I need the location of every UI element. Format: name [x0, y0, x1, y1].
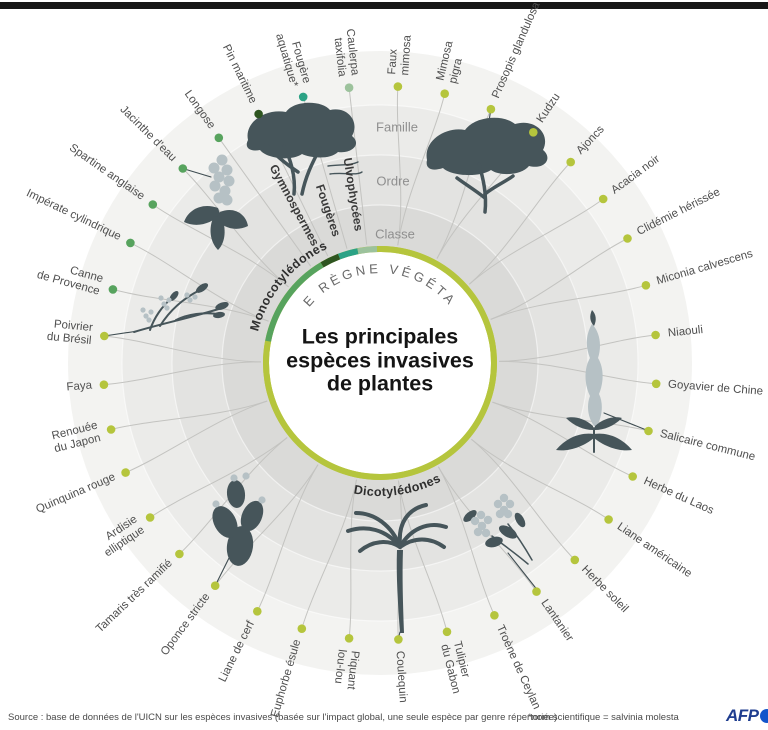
connector-curve: [468, 198, 604, 285]
species-dot: [623, 234, 632, 243]
connector-curves: [103, 86, 657, 640]
connector-curve: [256, 464, 319, 612]
species-dot: [148, 200, 158, 209]
species-dot: [298, 92, 308, 102]
species-dot: [252, 607, 262, 616]
species-dots: [99, 82, 661, 644]
footnote: *nom scientifique = salvinia molesta: [528, 712, 679, 723]
species-dot: [344, 634, 354, 643]
afp-logo: AFP: [726, 706, 768, 726]
connector-curve: [104, 335, 262, 363]
page-title: Les principales espèces invasives de pla…: [286, 324, 474, 396]
connector-curve: [471, 438, 576, 561]
flower-spike-silhouette: [556, 310, 632, 453]
connector-curve: [397, 480, 448, 632]
species-dot: [644, 426, 653, 436]
broad-tree-silhouette: [426, 117, 548, 214]
species-dot: [121, 468, 130, 477]
species-dot: [532, 587, 541, 596]
ring-arc-dicotyledones: [263, 245, 497, 480]
species-dot: [598, 194, 608, 204]
connector-curve: [492, 401, 633, 477]
species-dot: [100, 331, 109, 341]
connector-curve: [490, 238, 628, 320]
species-dot: [126, 238, 135, 248]
connector-curve: [149, 437, 288, 518]
water-hyacinth-silhouette: [184, 154, 248, 250]
species-dot: [641, 281, 651, 290]
species-dot: [214, 133, 224, 143]
ring-arc-monocotyledones: [265, 262, 324, 342]
species-dot: [178, 164, 188, 173]
afp-logo-text: AFP: [726, 706, 759, 725]
connector-curve: [301, 479, 357, 629]
species-dot: [570, 555, 580, 565]
connector-curve: [396, 86, 402, 246]
species-dot: [344, 83, 354, 92]
connector-curve: [125, 400, 268, 474]
ring-label-ordre: Ordre: [376, 173, 410, 189]
connector-curve: [498, 334, 656, 362]
pepper-tree-branch-silhouette: [133, 283, 229, 333]
species-dot: [440, 89, 450, 98]
species-dot: [210, 581, 220, 590]
species-dot: [651, 379, 661, 389]
connector-curve: [130, 242, 269, 322]
connector-curve: [112, 288, 269, 322]
ring-arc-gymnospermes: [320, 253, 341, 268]
species-dot: [486, 104, 496, 114]
connector-curve: [471, 438, 609, 520]
connector-curve: [468, 161, 572, 285]
connector-curve: [348, 479, 357, 639]
species-dot: [566, 157, 575, 167]
species-dot: [604, 515, 613, 524]
ring-label-famille: Famille: [376, 119, 418, 135]
connector-curve: [397, 93, 446, 246]
umbrella-pine-silhouette: [246, 102, 363, 196]
species-dot: [628, 472, 637, 481]
species-dot: [394, 635, 403, 644]
plant-silhouettes: [103, 102, 650, 639]
connector-curve: [110, 400, 268, 430]
ring-arc-ulvophycees: [357, 246, 378, 255]
connector-curve: [498, 360, 657, 385]
species-dot: [99, 380, 109, 390]
ring-arc-fougeres: [338, 248, 359, 260]
connector-curve: [103, 361, 262, 386]
connector-curve: [437, 466, 495, 616]
footer: Source : base de données de l'UICN sur l…: [0, 706, 768, 730]
species-dot: [393, 82, 403, 91]
connector-curve: [214, 464, 319, 586]
ring-label-classe: Classe: [375, 226, 415, 242]
palm-tree-silhouette: [346, 503, 448, 633]
afp-logo-dot-icon: [759, 709, 768, 723]
species-dot: [442, 627, 452, 637]
lantana-flower-silhouette: [463, 493, 533, 565]
species-dot: [297, 624, 307, 633]
cactus-silhouette: [212, 472, 266, 566]
species-dot: [254, 109, 263, 119]
top-border-bar: [0, 2, 768, 9]
species-dot: [175, 549, 184, 559]
species-dot: [529, 128, 538, 137]
species-dot: [490, 611, 499, 620]
connector-curve: [218, 137, 312, 267]
connector-curve: [348, 87, 368, 245]
class-ring-arcs: [263, 245, 497, 480]
species-dot: [106, 425, 116, 434]
species-dot: [145, 513, 155, 522]
species-dot: [651, 330, 660, 340]
source-text: Source : base de données de l'UICN sur l…: [8, 712, 558, 723]
connector-curve: [490, 284, 647, 320]
species-dot: [108, 285, 118, 294]
